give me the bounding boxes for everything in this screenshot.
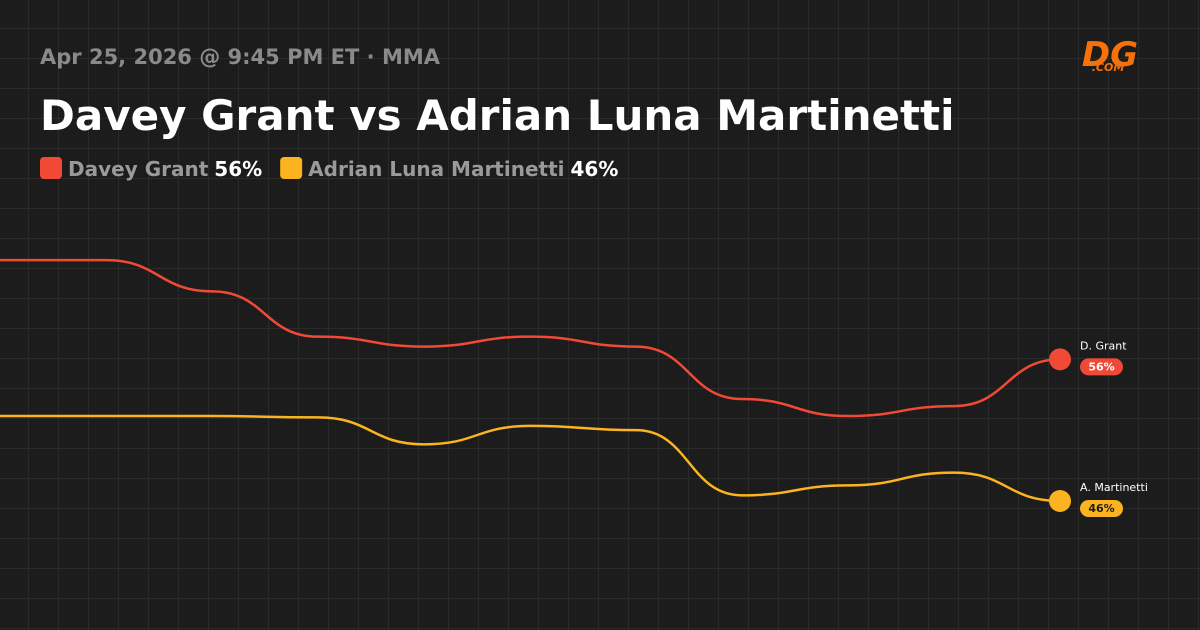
chart-title: Davey Grant vs Adrian Luna Martinetti xyxy=(40,91,955,140)
end-name: A. Martinetti xyxy=(1080,481,1148,494)
logo-main: DG xyxy=(1082,35,1138,75)
legend-value: 56% xyxy=(214,157,262,181)
legend-swatch xyxy=(40,157,62,179)
legend-swatch xyxy=(280,157,303,179)
end-value: 56% xyxy=(1088,360,1114,373)
logo: DG .COM xyxy=(1082,35,1138,75)
end-pill xyxy=(1080,500,1123,517)
end-value: 46% xyxy=(1088,502,1114,515)
end-pill xyxy=(1080,358,1123,376)
subtitle: Apr 25, 2026 @ 9:45 PM ET · MMA xyxy=(40,45,441,69)
end-name: D. Grant xyxy=(1080,339,1127,352)
legend-label: Adrian Luna Martinetti xyxy=(308,157,564,181)
logo-sub: .COM xyxy=(1092,61,1125,74)
end-point xyxy=(1049,348,1071,371)
series-line xyxy=(0,414,1061,503)
legend-value: 46% xyxy=(571,157,619,181)
end-point xyxy=(1049,490,1071,512)
series-line xyxy=(0,258,1061,418)
legend-label: Davey Grant xyxy=(68,157,209,181)
